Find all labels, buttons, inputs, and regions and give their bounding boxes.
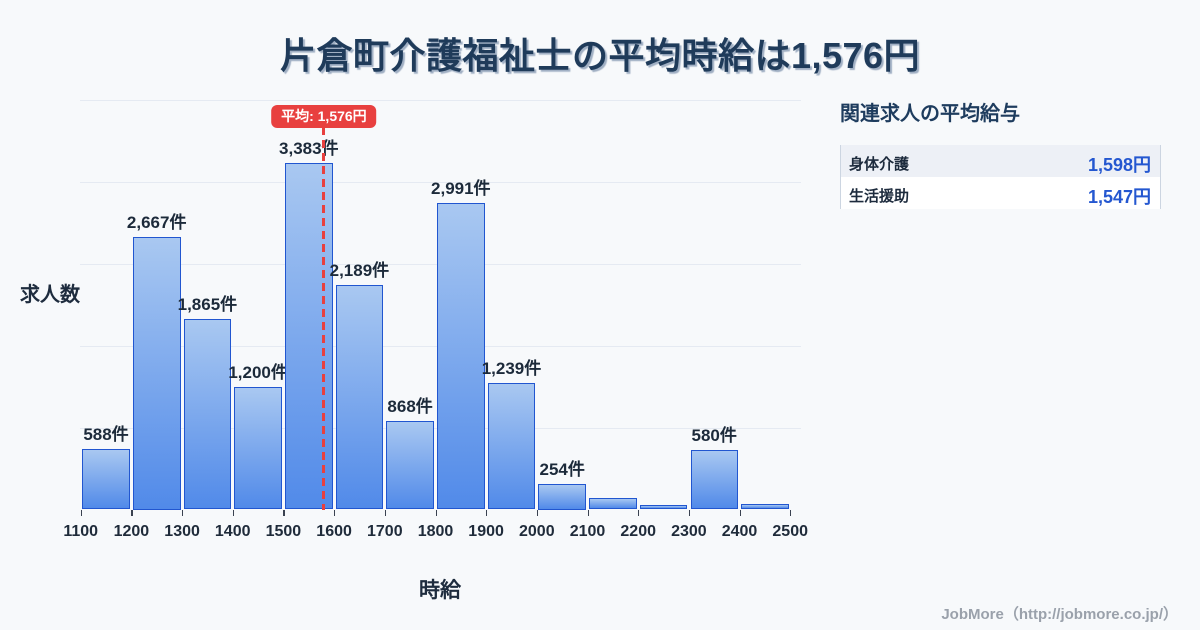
gridline [80,100,801,101]
page-title: 片倉町介護福祉士の平均時給は1,576円 [279,35,921,76]
histogram-bar [487,382,536,510]
footer-credit: JobMore（http://jobmore.co.jp/） [941,606,1178,623]
x-axis-tick [80,510,82,516]
job-wage-value: 1,547円 [1087,187,1151,207]
related-jobs-heading: 関連求人の平均給与 [840,103,1020,125]
average-line [321,127,326,510]
histogram-bar [285,163,333,510]
x-axis-tick [587,510,589,516]
x-axis-label: 時給 [419,579,461,602]
bar-value-label: 3,383件 [279,139,339,159]
bar-value-label: 588件 [83,425,129,445]
x-axis-tick-label: 2500 [772,523,808,540]
x-axis-tick [232,510,234,516]
job-wage-value: 1,598円 [1087,155,1151,175]
x-axis-tick [384,510,387,516]
x-axis-tick [334,510,336,516]
x-axis-tick [486,510,488,516]
bar-value-label: 2,991件 [431,179,491,199]
x-axis-tick [638,510,640,516]
x-axis-tick [688,510,691,516]
average-badge: 平均: 1,576円 [271,105,377,128]
x-axis-tick-label: 1900 [468,523,504,540]
related-jobs-table: 身体介護 1,598円 生活援助 1,547円 [840,145,1161,209]
x-axis-tick-label: 1800 [417,523,454,540]
x-axis-tick [790,510,792,516]
histogram-bar [589,498,637,510]
x-axis-tick-label: 1700 [367,523,403,540]
bar-value-label: 868件 [387,396,433,416]
y-axis-label: 求人数 [20,284,80,306]
histogram-bar [133,236,181,510]
x-axis-tick-label: 2000 [519,523,555,540]
histogram-bar [183,318,232,510]
histogram-bar [690,450,738,510]
x-axis-tick [283,510,285,516]
x-axis-tick-label: 1200 [113,523,150,540]
bar-value-label: 254件 [539,459,585,479]
gridline [80,181,801,183]
table-row: 身体介護 1,598円 [841,145,1160,177]
bar-value-label: 1,865件 [177,294,238,314]
histogram-bar [538,483,586,510]
histogram-bar [82,449,130,510]
bar-value-label: 2,189件 [329,261,390,281]
bar-value-label: 2,667件 [126,212,187,232]
x-axis-tick [435,510,437,516]
histogram-bar [741,504,789,510]
histogram-bar [437,203,485,510]
histogram-bar [639,505,688,510]
x-axis-tick-label: 2200 [620,523,656,540]
x-axis-tick [131,510,133,516]
table-row: 生活援助 1,547円 [841,177,1160,209]
bar-value-label: 1,200件 [228,362,288,382]
bar-value-label: 580件 [691,426,737,446]
job-type-label: 身体介護 [849,155,910,173]
x-axis-tick-label: 1100 [63,523,99,540]
histogram-bar [386,420,434,510]
job-type-label: 生活援助 [849,187,910,205]
x-axis-tick [182,510,184,516]
x-axis-tick-label: 1400 [214,523,251,540]
x-axis-tick-label: 1300 [164,523,200,540]
related-jobs-panel: 関連求人の平均給与 身体介護 1,598円 生活援助 1,547円 [840,100,1161,209]
histogram-bar [234,386,282,510]
x-axis-tick-label: 1600 [316,523,352,540]
x-axis-tick [536,510,539,516]
x-axis-tick-label: 1500 [265,523,302,540]
histogram-bar [335,285,384,510]
x-axis-tick-label: 2300 [671,523,707,540]
x-axis-tick-label: 2100 [569,523,606,540]
x-axis-tick-label: 2400 [721,523,758,540]
bar-value-label: 1,239件 [481,358,542,378]
x-axis-tick [739,510,741,516]
